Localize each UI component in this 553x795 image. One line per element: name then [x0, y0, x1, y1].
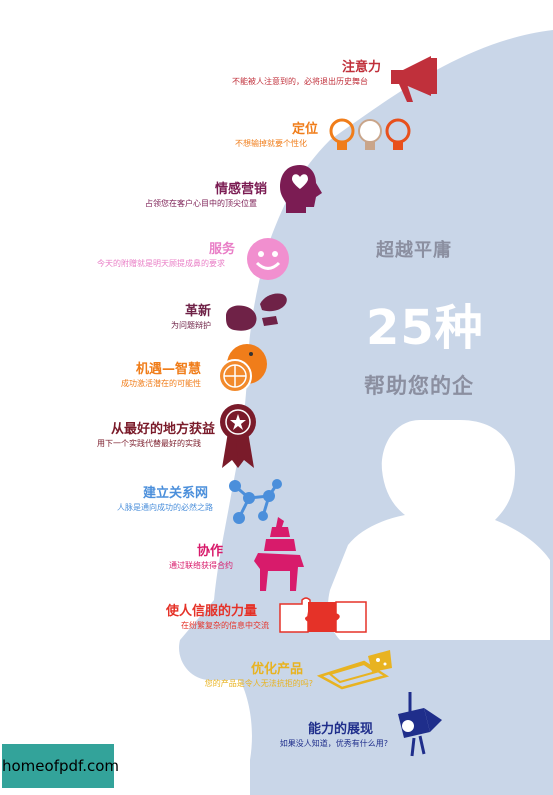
item-subtitle: 您的产品是令人无法抗拒的吗? [204, 679, 313, 688]
animal-stack-icon [254, 517, 304, 591]
item-title: 定位 [291, 122, 318, 137]
item-subtitle: 不想输掉就要个性化 [235, 139, 307, 148]
item-title: 使人信服的力量 [165, 604, 257, 619]
item-subtitle: 通过联络获得合约 [169, 561, 233, 570]
megaphone-icon [391, 56, 437, 102]
item-title: 从最好的地方获益 [110, 422, 215, 437]
lightbulbs-icon [329, 118, 411, 150]
item-title: 建立关系网 [142, 486, 208, 501]
orange-icon [218, 344, 267, 393]
item-subtitle: 人脉是通向成功的必然之路 [117, 503, 213, 512]
item-title: 协作 [196, 544, 223, 559]
mousetrap-icon [316, 650, 392, 690]
spotlight-icon [398, 692, 442, 757]
person-silhouette [328, 420, 550, 640]
item-title: 注意力 [341, 60, 381, 75]
item-subtitle: 今天的附赠就是明天顾提成鼻的要求 [97, 259, 225, 268]
puzzle-icon [279, 597, 367, 633]
headline-line-1: 超越平庸 [376, 240, 452, 261]
item-title: 服务 [208, 242, 235, 257]
item-subtitle: 成功激活潜在的可能性 [121, 379, 201, 388]
headline-line-2: 25种 [366, 300, 484, 356]
footprints-icon [226, 293, 287, 331]
award-ribbon-icon [220, 404, 256, 468]
item-subtitle: 用下一个实践代替最好的实践 [97, 439, 201, 448]
item-title: 机遇—智慧 [135, 362, 201, 377]
item-subtitle: 为问题辩护 [171, 321, 211, 330]
item-subtitle: 如果没人知道，优秀有什么用? [279, 739, 388, 748]
item-title: 情感营销 [214, 182, 267, 197]
item-title: 能力的展现 [307, 722, 373, 737]
head-heart-icon [280, 165, 322, 213]
headline-line-3: 帮助您的企 [364, 374, 474, 398]
item-subtitle: 占领您在客户心目中的顶尖位置 [145, 199, 257, 208]
watermark: homeofpdf.com [2, 744, 119, 788]
item-title: 优化产品 [250, 662, 303, 677]
smiley-icon [247, 238, 289, 280]
item-subtitle: 在纷繁复杂的信息中交流 [181, 621, 269, 630]
network-icon [229, 479, 282, 524]
item-title: 革新 [184, 304, 211, 319]
item-subtitle: 不能被人注意到的，必将退出历史舞台 [232, 77, 368, 86]
